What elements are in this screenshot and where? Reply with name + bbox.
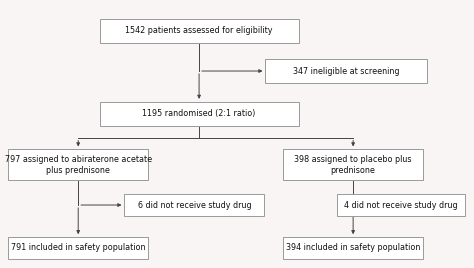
Text: 791 included in safety population: 791 included in safety population [11, 243, 146, 252]
Text: 394 included in safety population: 394 included in safety population [286, 243, 420, 252]
Text: 4 did not receive study drug: 4 did not receive study drug [344, 200, 457, 210]
FancyBboxPatch shape [124, 194, 264, 216]
FancyBboxPatch shape [9, 237, 148, 259]
FancyBboxPatch shape [100, 102, 299, 126]
FancyBboxPatch shape [283, 150, 423, 180]
Text: 347 ineligible at screening: 347 ineligible at screening [293, 66, 399, 76]
FancyBboxPatch shape [9, 150, 148, 180]
FancyBboxPatch shape [283, 237, 423, 259]
Text: 1542 patients assessed for eligibility: 1542 patients assessed for eligibility [125, 26, 273, 35]
Text: 1195 randomised (2:1 ratio): 1195 randomised (2:1 ratio) [142, 109, 256, 118]
Text: 398 assigned to placebo plus
prednisone: 398 assigned to placebo plus prednisone [294, 155, 412, 174]
FancyBboxPatch shape [100, 19, 299, 43]
Text: 6 did not receive study drug: 6 did not receive study drug [137, 200, 251, 210]
Text: 797 assigned to abiraterone acetate
plus prednisone: 797 assigned to abiraterone acetate plus… [5, 155, 152, 174]
FancyBboxPatch shape [337, 194, 465, 216]
FancyBboxPatch shape [265, 59, 427, 83]
